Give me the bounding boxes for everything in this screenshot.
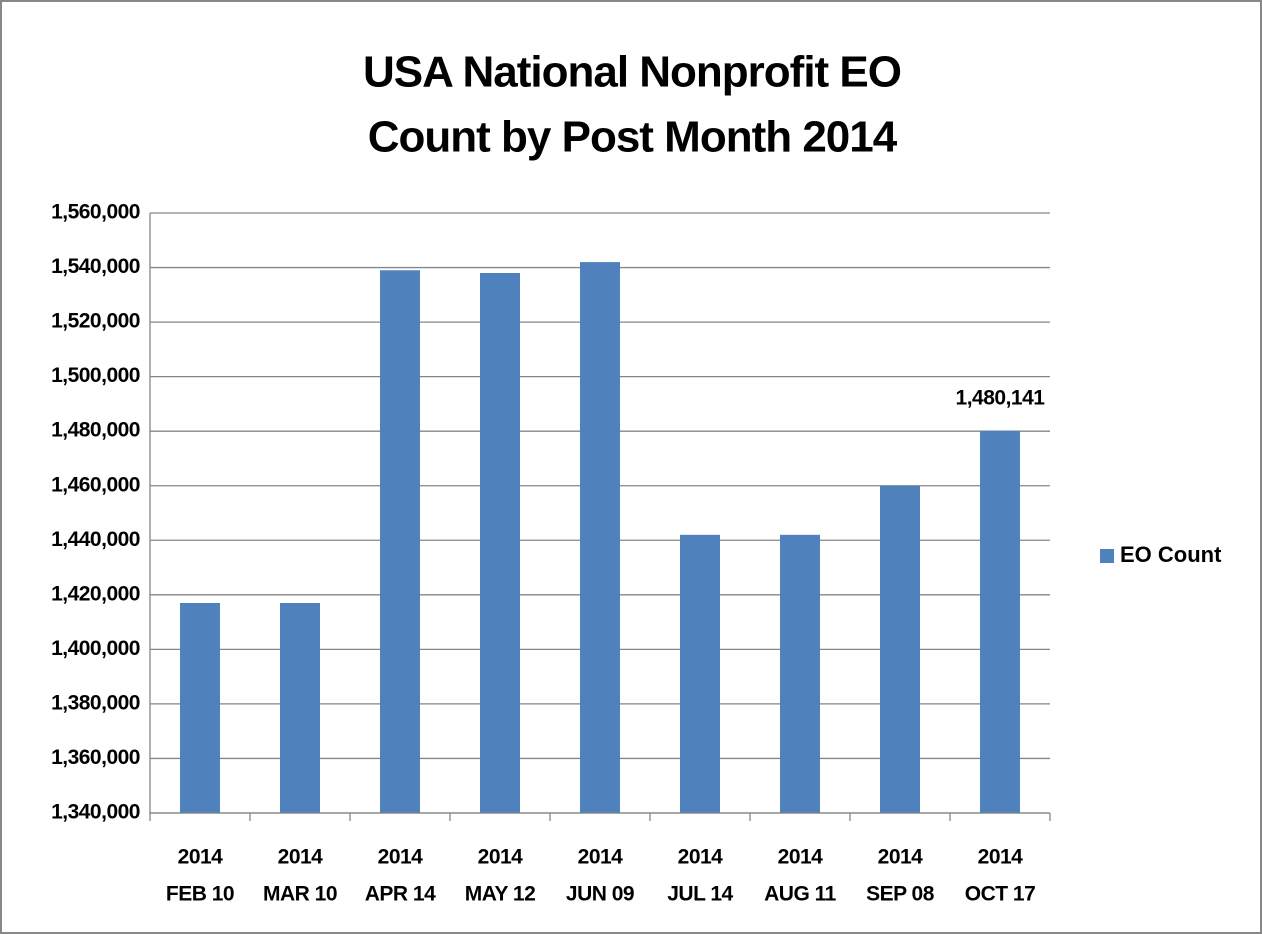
- y-tick-label: 1,460,000: [51, 473, 140, 496]
- bar: [980, 430, 1020, 813]
- x-tick-label: JUL 14: [667, 883, 733, 906]
- legend-swatch: [1100, 549, 1114, 563]
- bar: [280, 603, 320, 813]
- data-label: 1,480,141: [956, 386, 1046, 409]
- y-tick-label: 1,520,000: [51, 310, 140, 333]
- y-tick-label: 1,440,000: [51, 528, 140, 551]
- x-tick-label: JUN 09: [566, 883, 634, 906]
- y-tick-label: 1,400,000: [51, 637, 140, 660]
- x-tick-label: MAR 10: [263, 883, 337, 906]
- x-tick-label: 2014: [178, 846, 224, 869]
- x-tick-label: SEP 08: [866, 883, 935, 906]
- y-tick-label: 1,480,000: [51, 419, 140, 442]
- x-tick-label: 2014: [478, 846, 524, 869]
- x-tick-label: FEB 10: [166, 883, 234, 906]
- chart-title: USA National Nonprofit EO: [363, 48, 901, 97]
- y-tick-label: 1,540,000: [51, 255, 140, 278]
- x-tick-label: MAY 12: [465, 883, 536, 906]
- bar: [780, 534, 820, 813]
- bar: [380, 270, 420, 814]
- x-tick-label: 2014: [678, 846, 724, 869]
- y-tick-label: 1,380,000: [51, 691, 140, 714]
- bar: [880, 485, 920, 813]
- chart-title: Count by Post Month 2014: [368, 113, 898, 162]
- x-tick-label: AUG 11: [764, 883, 837, 906]
- x-tick-label: 2014: [278, 846, 324, 869]
- x-tick-label: OCT 17: [965, 883, 1036, 906]
- bar: [480, 273, 520, 813]
- y-tick-label: 1,500,000: [51, 364, 140, 387]
- bar: [180, 603, 220, 813]
- x-tick-label: 2014: [978, 846, 1024, 869]
- x-tick-label: 2014: [578, 846, 624, 869]
- bar: [680, 534, 720, 813]
- x-tick-label: 2014: [378, 846, 424, 869]
- x-tick-label: APR 14: [365, 883, 436, 906]
- x-tick-label: 2014: [878, 846, 924, 869]
- y-tick-label: 1,560,000: [51, 201, 140, 224]
- y-tick-label: 1,420,000: [51, 582, 140, 605]
- bar: [580, 262, 620, 813]
- x-tick-label: 2014: [778, 846, 824, 869]
- y-tick-label: 1,360,000: [51, 746, 140, 769]
- y-tick-label: 1,340,000: [51, 801, 140, 824]
- legend-label: EO Count: [1120, 542, 1222, 567]
